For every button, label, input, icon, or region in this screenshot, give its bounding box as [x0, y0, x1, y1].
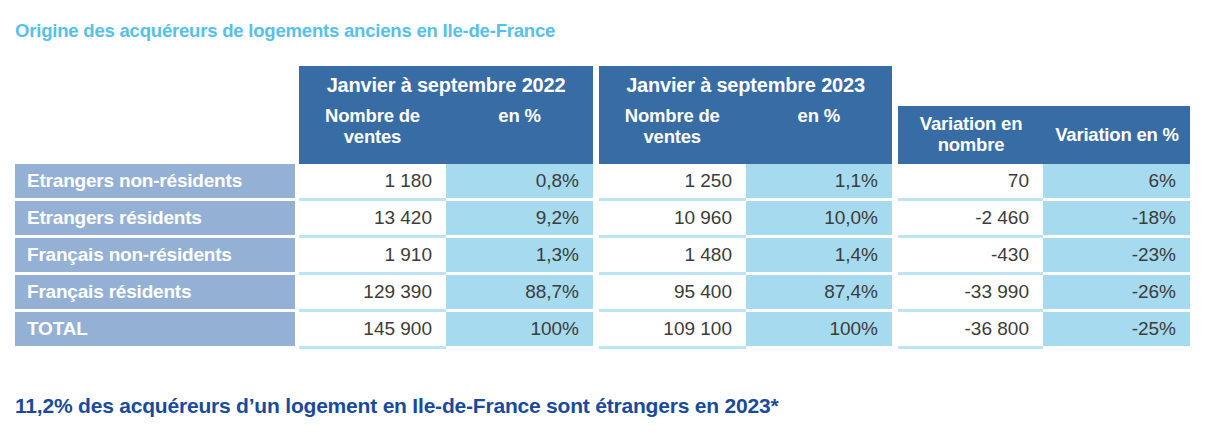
column-header-pct-2023: en %	[746, 104, 893, 164]
cell-pct-2023: 1,1%	[746, 164, 892, 201]
cell-variation-number: -33 990	[898, 275, 1043, 312]
cell-variation-number: -430	[898, 238, 1043, 275]
column-group-header-variation: Variation en nombre Variation en %	[898, 106, 1190, 164]
cell-variation-number: 70	[898, 164, 1043, 201]
cell-sales-2022: 1 180	[299, 164, 446, 201]
cell-variation-number: -2 460	[898, 201, 1043, 238]
cell-pct-2022: 1,3%	[446, 238, 593, 275]
cell-variation-pct: -25%	[1043, 312, 1190, 349]
cell-sales-2023: 1 480	[599, 238, 746, 275]
group-year-label-2022: Janvier à septembre 2022	[299, 66, 593, 104]
column-header-variation-number: Variation en nombre	[898, 106, 1044, 164]
column-header-pct-2022: en %	[446, 104, 593, 164]
cell-sales-2022: 13 420	[299, 201, 446, 238]
cell-pct-2022: 88,7%	[446, 275, 593, 312]
row-label-total: TOTAL	[15, 312, 295, 349]
cell-pct-2023: 100%	[746, 312, 892, 349]
cell-sales-2023: 95 400	[599, 275, 746, 312]
cell-pct-2023: 87,4%	[746, 275, 892, 312]
cell-sales-2023: 10 960	[599, 201, 746, 238]
group-year-label-2023: Janvier à septembre 2023	[599, 66, 892, 104]
column-group-header-2023: Janvier à septembre 2023 Nombre de vente…	[599, 66, 892, 164]
cell-pct-2022: 100%	[446, 312, 593, 349]
column-header-sales-2022: Nombre de ventes	[299, 104, 446, 164]
cell-variation-pct: -26%	[1043, 275, 1190, 312]
cell-sales-2022: 129 390	[299, 275, 446, 312]
column-header-variation-pct: Variation en %	[1044, 106, 1190, 164]
cell-sales-2023: 109 100	[599, 312, 746, 349]
cell-pct-2023: 10,0%	[746, 201, 892, 238]
subheader-row-2022: Nombre de ventes en %	[299, 104, 593, 164]
cell-variation-pct: -18%	[1043, 201, 1190, 238]
row-label: Etrangers non-résidents	[15, 164, 295, 201]
subheader-row-2023: Nombre de ventes en %	[599, 104, 892, 164]
headline-takeaway: 11,2% des acquéreurs d’un logement en Il…	[15, 394, 778, 418]
cell-sales-2022: 145 900	[299, 312, 446, 349]
cell-variation-number: -36 800	[898, 312, 1043, 349]
cell-pct-2023: 1,4%	[746, 238, 892, 275]
column-group-header-2022: Janvier à septembre 2022 Nombre de vente…	[299, 66, 593, 164]
acquirers-table: Janvier à septembre 2022 Nombre de vente…	[15, 66, 1190, 349]
cell-pct-2022: 0,8%	[446, 164, 593, 201]
cell-sales-2022: 1 910	[299, 238, 446, 275]
cell-sales-2023: 1 250	[599, 164, 746, 201]
cell-variation-pct: 6%	[1043, 164, 1190, 201]
row-label: Français non-résidents	[15, 238, 295, 275]
page: Origine des acquéreurs de logements anci…	[0, 0, 1217, 437]
column-header-variation-number-label: Variation en nombre	[898, 114, 1044, 155]
row-label: Français résidents	[15, 275, 295, 312]
column-header-variation-pct-label: Variation en %	[1055, 125, 1179, 146]
row-label: Etrangers résidents	[15, 201, 295, 238]
cell-pct-2022: 9,2%	[446, 201, 593, 238]
cell-variation-pct: -23%	[1043, 238, 1190, 275]
page-title: Origine des acquéreurs de logements anci…	[15, 20, 555, 42]
column-header-sales-2023: Nombre de ventes	[599, 104, 746, 164]
